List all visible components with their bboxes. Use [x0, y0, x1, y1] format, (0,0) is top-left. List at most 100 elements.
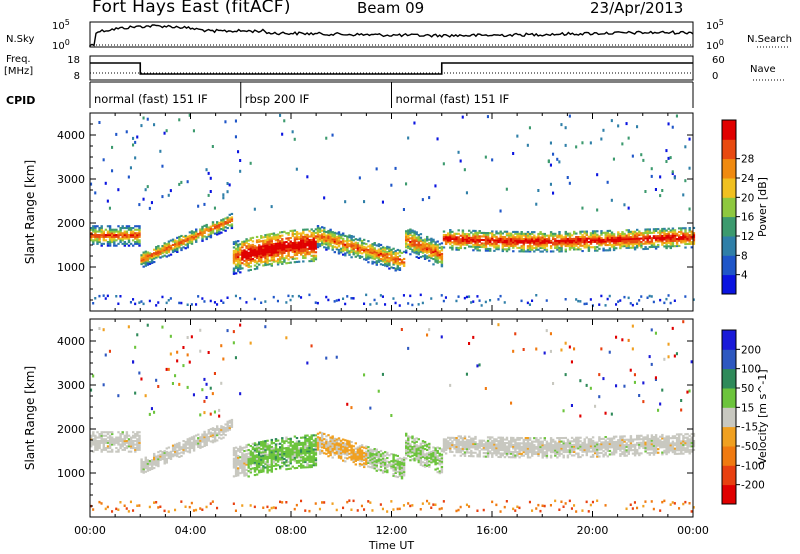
velocity-echo-cell — [400, 457, 404, 460]
power-echo-cell — [577, 246, 580, 249]
power-echo-cell — [247, 239, 250, 242]
velocity-echo-cell — [163, 458, 166, 461]
power-echo-cell — [661, 234, 664, 237]
velocity-scatter-cell — [169, 352, 172, 356]
velocity-echo-cell — [329, 440, 332, 443]
power-echo-cell — [434, 255, 437, 258]
velocity-echo-cell — [157, 454, 160, 457]
power-echo-cell — [190, 233, 194, 236]
power-echo-cell — [352, 253, 355, 256]
power-echo-cell — [537, 238, 540, 241]
velocity-nearrange-cell — [314, 502, 317, 505]
velocity-echo-cell — [115, 450, 118, 453]
velocity-echo-cell — [381, 469, 385, 472]
velocity-echo-cell — [239, 445, 242, 448]
power-echo-cell — [165, 248, 168, 251]
power-scatter-cell — [568, 114, 571, 118]
nave-label: Nave — [750, 64, 776, 75]
velocity-echo-cell — [237, 447, 240, 450]
power-echo-cell — [394, 267, 397, 270]
power-echo-cell — [144, 257, 147, 260]
velocity-scatter-cell — [346, 402, 349, 406]
velocity-echo-cell — [266, 462, 269, 465]
velocity-echo-cell — [90, 445, 93, 448]
velocity-echo-cell — [377, 461, 381, 464]
velocity-echo-cell — [432, 455, 435, 458]
velocity-echo-cell — [396, 465, 399, 468]
power-echo-cell — [297, 251, 301, 254]
power-echo-cell — [264, 257, 267, 260]
power-echo-cell — [230, 212, 234, 215]
velocity-echo-cell — [352, 461, 355, 464]
velocity-echo-cell — [375, 455, 378, 458]
power-echo-cell — [667, 234, 670, 237]
power-echo-cell — [186, 235, 189, 238]
velocity-echo-cell — [402, 463, 406, 466]
velocity-echo-cell — [367, 454, 370, 457]
velocity-echo-cell — [289, 460, 292, 463]
power-echo-cell — [434, 257, 437, 260]
power-echo-cell — [379, 243, 383, 246]
power-echo-cell — [552, 250, 555, 253]
velocity-echo-cell — [197, 437, 200, 440]
power-echo-cell — [499, 230, 502, 233]
velocity-echo-cell — [260, 448, 263, 451]
power-echo-cell — [205, 238, 208, 241]
velocity-echo-cell — [371, 454, 374, 457]
power-echo-cell — [560, 236, 563, 239]
velocity-echo-cell — [224, 423, 227, 426]
power-echo-cell — [291, 233, 294, 236]
velocity-echo-cell — [119, 443, 122, 446]
power-scatter-cell — [654, 188, 657, 191]
power-echo-cell — [258, 244, 261, 247]
power-echo-cell — [604, 242, 607, 245]
power-echo-cell — [665, 233, 668, 236]
velocity-echo-cell — [394, 454, 397, 457]
power-echo-cell — [449, 239, 452, 242]
velocity-echo-cell — [272, 461, 276, 464]
velocity-echo-cell — [447, 447, 450, 450]
velocity-echo-cell — [121, 431, 124, 434]
velocity-echo-cell — [333, 446, 336, 449]
power-echo-cell — [237, 240, 240, 243]
power-echo-cell — [339, 249, 343, 252]
power-echo-cell — [270, 262, 273, 265]
velocity-echo-cell — [316, 432, 320, 435]
velocity-echo-cell — [314, 462, 318, 465]
power-echo-cell — [316, 232, 320, 235]
velocity-echo-cell — [392, 460, 395, 463]
velocity-echo-cell — [274, 468, 278, 471]
power-echo-cell — [564, 232, 567, 235]
power-echo-cell — [627, 238, 630, 241]
power-echo-cell — [652, 242, 656, 245]
velocity-echo-cell — [423, 462, 427, 465]
velocity-echo-cell — [400, 468, 404, 471]
velocity-echo-cell — [127, 445, 131, 448]
velocity-echo-cell — [426, 464, 429, 467]
power-scatter-cell — [688, 137, 691, 141]
velocity-nearrange-cell — [428, 502, 431, 505]
power-echo-cell — [554, 239, 557, 242]
power-echo-cell — [276, 247, 280, 250]
velocity-echo-cell — [400, 466, 404, 469]
velocity-echo-cell — [297, 465, 301, 468]
power-echo-cell — [558, 231, 561, 234]
power-echo-cell — [155, 247, 158, 250]
power-echo-cell — [276, 237, 280, 240]
velocity-echo-cell — [342, 449, 345, 452]
power-echo-cell — [337, 240, 341, 243]
velocity-echo-cell — [388, 464, 391, 467]
power-echo-cell — [423, 242, 427, 245]
power-echo-cell — [545, 239, 549, 242]
velocity-echo-cell — [241, 446, 244, 449]
power-echo-cell — [377, 255, 381, 258]
power-echo-cell — [350, 245, 353, 248]
power-echo-cell — [371, 251, 374, 254]
power-echo-cell — [129, 234, 133, 237]
power-echo-cell — [537, 232, 540, 235]
power-echo-cell — [575, 241, 578, 244]
velocity-scatter-cell — [218, 408, 221, 412]
velocity-echo-cell — [270, 467, 273, 470]
power-echo-cell — [302, 228, 305, 231]
velocity-echo-cell — [276, 457, 280, 460]
